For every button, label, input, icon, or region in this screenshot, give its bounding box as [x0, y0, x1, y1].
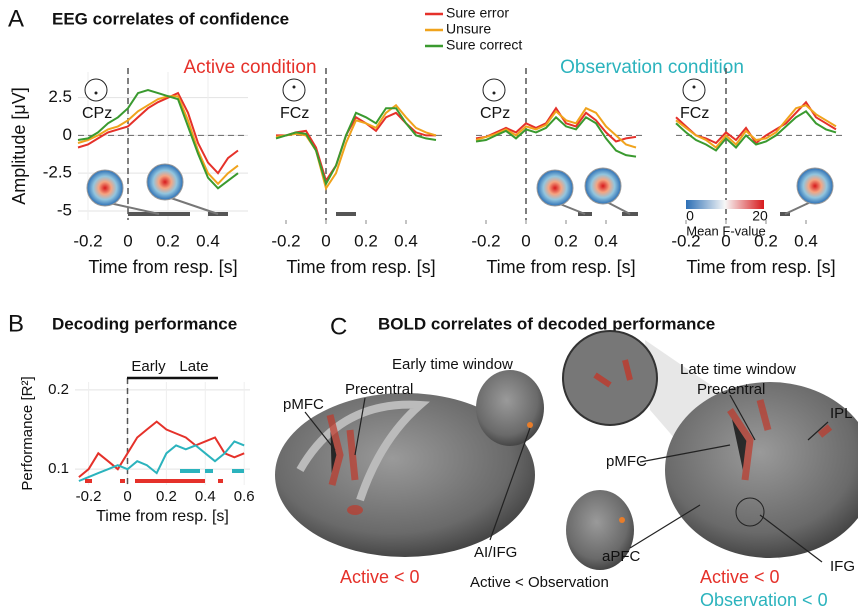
topomap: [87, 170, 123, 206]
x-axis-label: Time from resp. [s]: [486, 257, 635, 277]
colorbar-tick: 20: [752, 208, 768, 224]
condition-label: Observation condition: [560, 57, 744, 78]
x-tick-label: -0.2: [471, 231, 500, 250]
series-line: [79, 441, 244, 481]
activation: [347, 505, 363, 515]
y-tick-label: 0.1: [48, 460, 69, 477]
x-axis-label: Time from resp. [s]: [96, 508, 229, 525]
head-icon: [483, 79, 505, 101]
head-icon: [683, 79, 705, 101]
topomap: [147, 164, 183, 200]
x-axis-label: Time from resp. [s]: [286, 257, 435, 277]
electrode: [293, 86, 296, 89]
y-axis-label: Performance [R²]: [19, 376, 36, 490]
activation: [527, 422, 533, 428]
window-label: Late: [179, 358, 208, 375]
contrast-label: Active < 0: [340, 567, 420, 587]
head-icon: [283, 79, 305, 101]
electrode: [95, 92, 98, 95]
legend-label: Sure error: [446, 5, 509, 21]
contrast-label: Active < Observation: [470, 574, 609, 591]
x-tick-label: 0.2: [156, 488, 177, 505]
x-tick-label: 0: [123, 488, 131, 505]
topomap: [537, 170, 573, 206]
y-tick-label: 0.2: [48, 381, 69, 398]
x-tick-label: 0.4: [794, 231, 818, 250]
y-axis-label: Amplitude [μV]: [9, 87, 29, 204]
x-axis-label: Time from resp. [s]: [88, 257, 237, 277]
electrode: [693, 86, 696, 89]
window-label: Early: [131, 358, 166, 375]
x-tick-label: 0.4: [594, 231, 618, 250]
panel-label: B: [8, 310, 24, 337]
y-tick-label: 2.5: [48, 87, 72, 106]
region-label: aPFC: [602, 548, 641, 565]
head-icon: [85, 79, 107, 101]
page: A EEG correlates of confidence Active co…: [0, 0, 858, 612]
x-tick-label: 0.2: [156, 231, 180, 250]
panel-label: C: [330, 313, 347, 340]
y-tick-label: -5: [57, 200, 72, 219]
activation: [619, 517, 625, 523]
panel-title: BOLD correlates of decoded performance: [378, 314, 715, 333]
region-label: pMFC: [283, 396, 324, 413]
x-axis-label: Time from resp. [s]: [686, 257, 835, 277]
legend-label: Sure correct: [446, 37, 522, 53]
x-tick-label: -0.2: [73, 231, 102, 250]
panel-title: EEG correlates of confidence: [52, 9, 289, 28]
region-label: Precentral: [345, 381, 413, 398]
x-tick-label: 0.4: [196, 231, 220, 250]
electrode-label: FCz: [680, 105, 709, 122]
region-label: IPL: [830, 405, 853, 422]
x-tick-label: -0.2: [76, 488, 102, 505]
region-label: Precentral: [697, 381, 765, 398]
topomap: [585, 168, 621, 204]
electrode-label: FCz: [280, 105, 309, 122]
electrode-label: CPz: [480, 105, 510, 122]
region-label: IFG: [830, 558, 855, 575]
x-tick-label: 0.4: [394, 231, 418, 250]
region-label: AI/IFG: [474, 544, 517, 561]
colorbar-label: Mean F-value: [686, 223, 765, 238]
x-tick-label: 0.2: [554, 231, 578, 250]
x-tick-label: 0.2: [354, 231, 378, 250]
contrast-label: Active < 0: [700, 567, 780, 587]
x-tick-label: 0.4: [195, 488, 216, 505]
x-tick-label: 0.6: [234, 488, 255, 505]
figure: A EEG correlates of confidence Active co…: [0, 0, 858, 612]
y-tick-label: 0: [63, 125, 72, 144]
colorbar-tick: 0: [686, 208, 694, 224]
electrode: [493, 92, 496, 95]
brain-coronal: [476, 370, 544, 446]
window-label: Early time window: [392, 356, 513, 373]
x-tick-label: -0.2: [271, 231, 300, 250]
zoom-circle: [563, 331, 657, 425]
region-label: pMFC: [606, 453, 647, 470]
electrode-label: CPz: [82, 105, 112, 122]
condition-label: Active condition: [183, 57, 316, 78]
window-label: Late time window: [680, 361, 796, 378]
topomap: [797, 168, 833, 204]
panel-label: A: [8, 5, 24, 32]
y-tick-label: -2.5: [43, 163, 72, 182]
x-tick-label: 0: [321, 231, 330, 250]
contrast-label: Observation < 0: [700, 590, 828, 610]
x-tick-label: 0: [521, 231, 530, 250]
legend-label: Unsure: [446, 21, 491, 37]
x-tick-label: 0: [123, 231, 132, 250]
panel-title: Decoding performance: [52, 314, 237, 333]
